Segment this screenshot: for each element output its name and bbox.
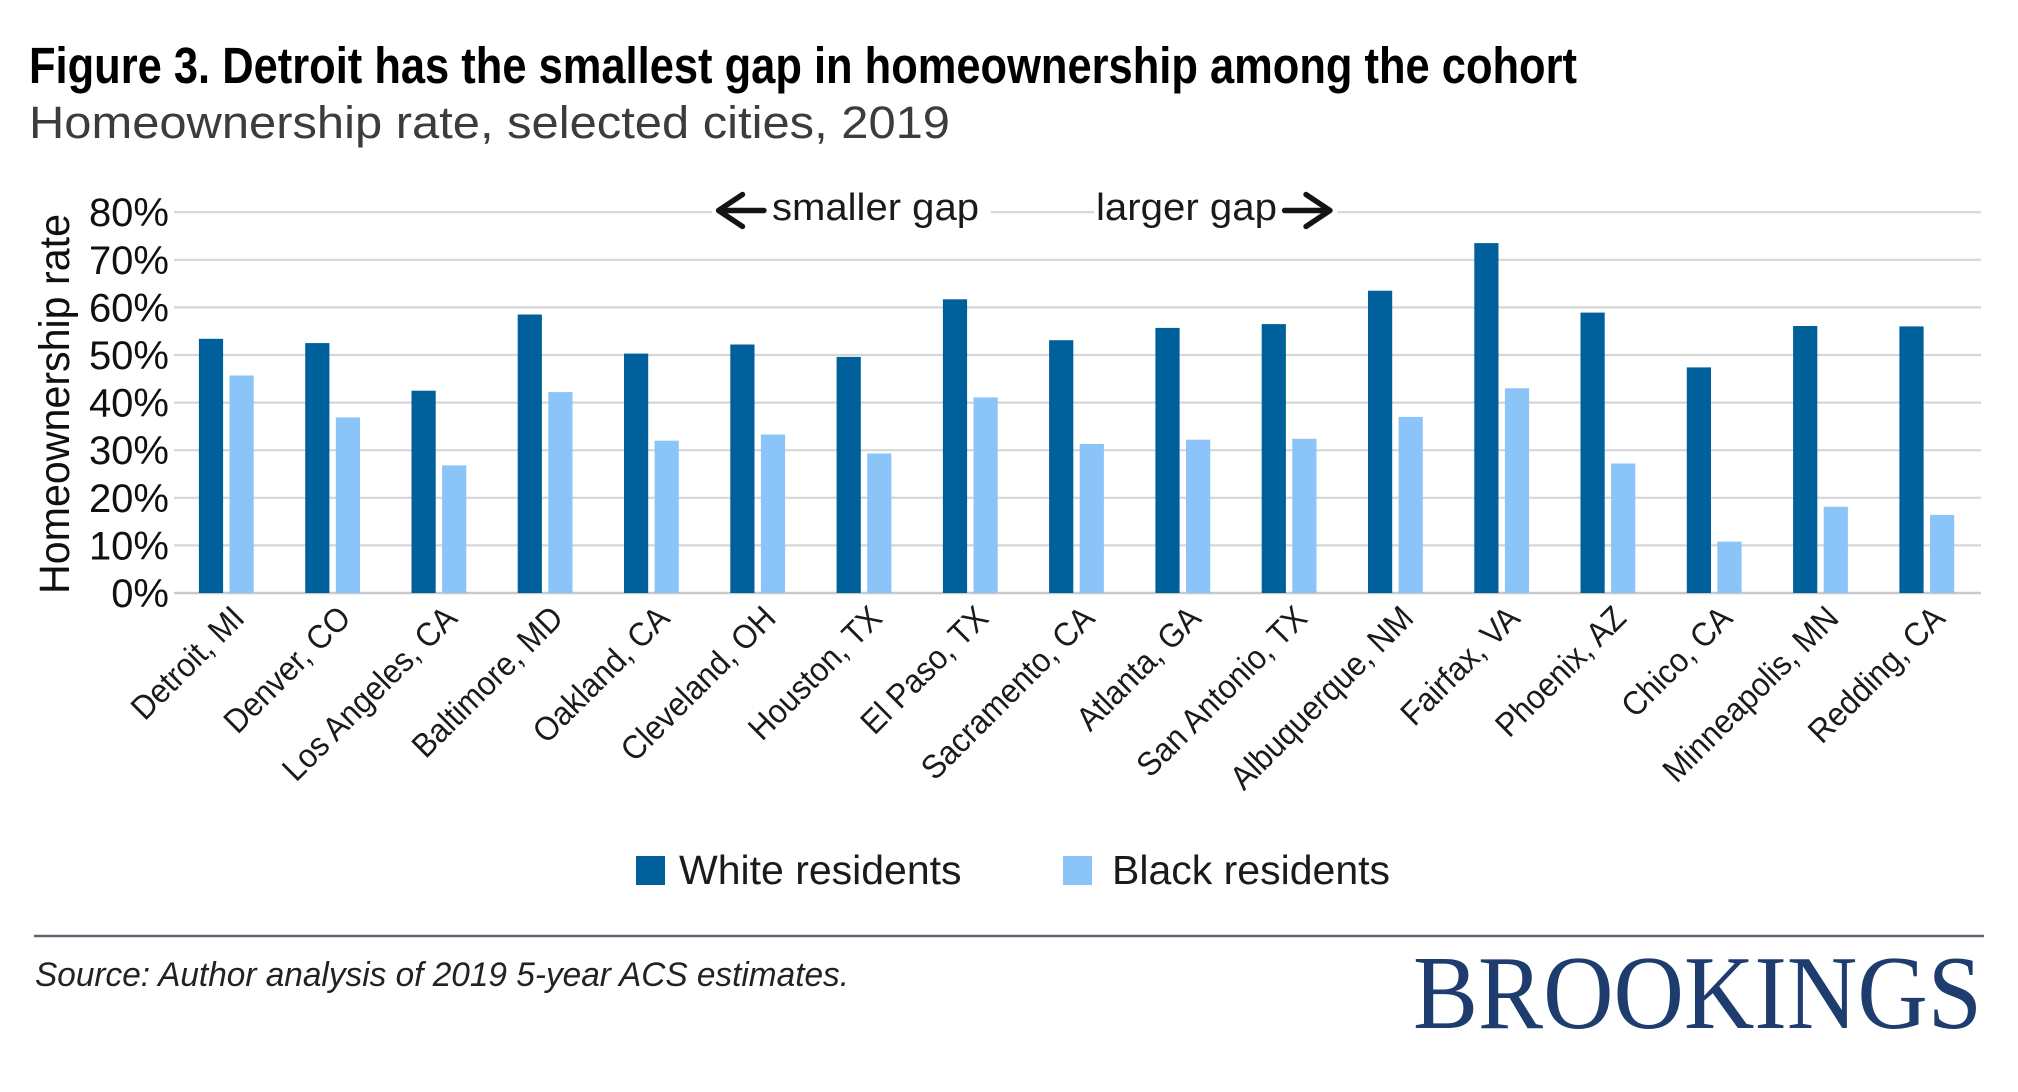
svg-text:30%: 30% <box>89 429 169 473</box>
svg-text:Source: Author analysis of 201: Source: Author analysis of 2019 5-year A… <box>35 956 849 994</box>
svg-text:60%: 60% <box>89 286 169 330</box>
svg-text:Homeownership rate: Homeownership rate <box>31 214 79 594</box>
svg-text:10%: 10% <box>89 524 169 568</box>
svg-text:20%: 20% <box>89 477 169 521</box>
svg-text:White residents: White residents <box>679 847 962 893</box>
svg-text:40%: 40% <box>89 382 169 426</box>
svg-text:Black residents: Black residents <box>1112 847 1390 893</box>
svg-text:larger gap: larger gap <box>1096 187 1277 229</box>
svg-text:Homeownership rate, selected c: Homeownership rate, selected cities, 201… <box>29 97 950 148</box>
svg-text:Figure 3. Detroit has the smal: Figure 3. Detroit has the smallest gap i… <box>29 37 1577 94</box>
svg-text:50%: 50% <box>89 334 169 378</box>
svg-text:80%: 80% <box>89 191 169 235</box>
svg-text:70%: 70% <box>89 239 169 283</box>
svg-text:0%: 0% <box>111 572 169 616</box>
svg-text:smaller gap: smaller gap <box>772 187 979 229</box>
svg-text:BROOKINGS: BROOKINGS <box>1413 934 1982 1051</box>
